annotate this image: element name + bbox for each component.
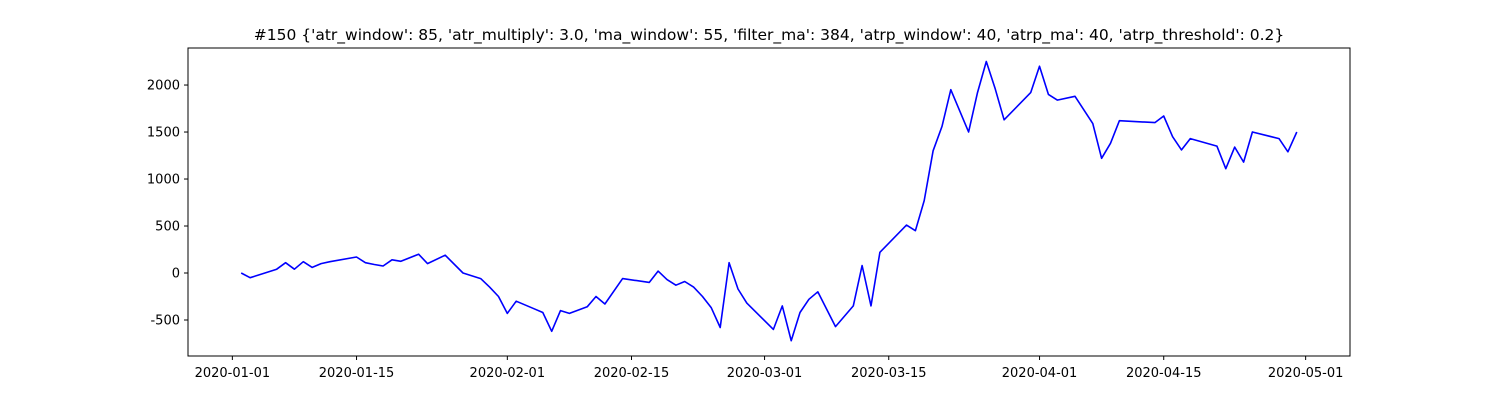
y-tick-label: 0	[172, 267, 180, 282]
x-tick-label: 2020-01-01	[195, 366, 271, 381]
chart-title: #150 {'atr_window': 85, 'atr_multiply': …	[254, 26, 1285, 45]
x-tick-label: 2020-03-15	[851, 366, 927, 381]
x-tick-label: 2020-04-15	[1126, 366, 1202, 381]
plot-frame	[187, 47, 1351, 357]
x-tick-label: 2020-01-15	[319, 366, 395, 381]
x-tick-label: 2020-04-01	[1002, 366, 1078, 381]
x-tick-label: 2020-05-01	[1268, 366, 1344, 381]
x-tick-label: 2020-03-01	[727, 366, 803, 381]
y-tick-label: 1500	[147, 126, 180, 141]
y-tick-label: -500	[150, 314, 180, 329]
line	[240, 60, 1298, 342]
x-tick-label: 2020-02-01	[470, 366, 546, 381]
x-tick-label: 2020-02-15	[594, 366, 670, 381]
y-tick-label: 1000	[147, 173, 180, 188]
y-tick-label: 2000	[147, 79, 180, 94]
y-tick-label: 500	[155, 220, 180, 235]
